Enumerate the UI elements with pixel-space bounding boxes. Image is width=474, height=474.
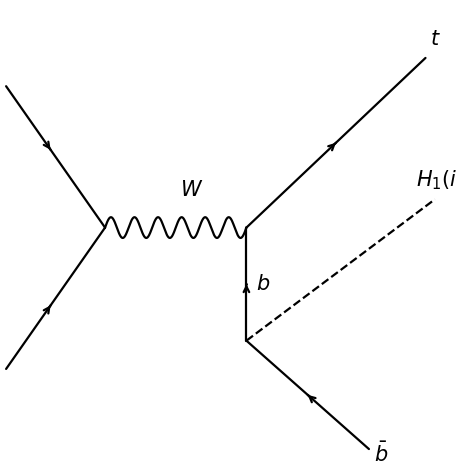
- Text: $H_1(i$: $H_1(i$: [416, 169, 457, 192]
- Text: $W$: $W$: [181, 180, 204, 200]
- Text: $\bar{b}$: $\bar{b}$: [374, 442, 388, 466]
- Text: $b$: $b$: [256, 274, 270, 294]
- Text: $t$: $t$: [430, 29, 441, 49]
